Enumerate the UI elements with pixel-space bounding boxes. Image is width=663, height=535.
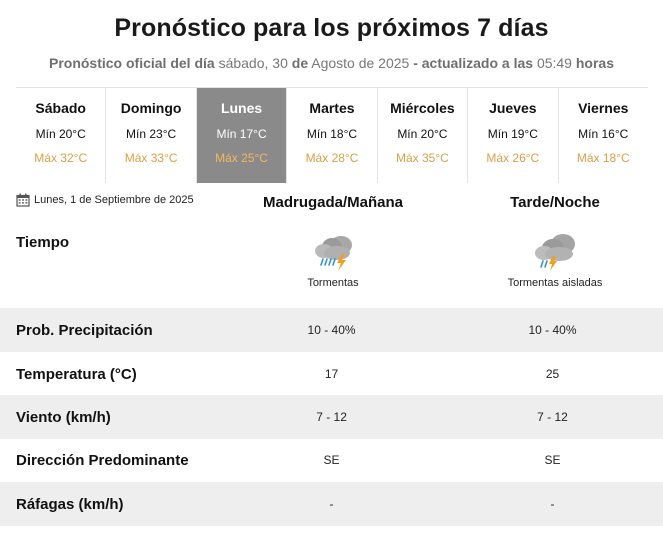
table-row: Viento (km/h) 7 - 12 7 - 12 — [0, 395, 663, 439]
selected-date-text: Lunes, 1 de Septiembre de 2025 — [34, 194, 194, 206]
table-row: Prob. Precipitación 10 - 40% 10 - 40% — [0, 308, 663, 352]
table-row: Dirección Predominante SE SE — [0, 438, 663, 482]
subtitle-updated-label: - actualizado a las — [413, 55, 534, 71]
day-min-temp: Mín 19°C — [487, 127, 538, 141]
day-max-temp: Máx 32°C — [34, 151, 88, 165]
day-min-temp: Mín 20°C — [397, 127, 448, 141]
column-header-tarde: Tarde/Noche — [510, 194, 600, 211]
tiempo-label: Tiempo — [16, 234, 70, 251]
row-label: Ráfagas (km/h) — [16, 495, 124, 513]
table-row: Ráfagas (km/h) - - — [0, 482, 663, 526]
subtitle-de: de — [291, 55, 309, 71]
day-min-temp: Mín 20°C — [35, 127, 86, 141]
row-value-afternoon: 25 — [545, 367, 560, 381]
day-name: Martes — [309, 100, 355, 116]
day-max-temp: Máx 28°C — [305, 151, 359, 165]
tab-jueves[interactable]: Jueves Mín 19°C Máx 26°C — [468, 88, 559, 183]
day-max-temp: Máx 18°C — [576, 151, 630, 165]
row-value-afternoon: SE — [544, 453, 561, 467]
row-value-morning: SE — [323, 453, 340, 467]
calendar-icon — [16, 193, 30, 207]
day-name: Sábado — [35, 100, 86, 116]
day-max-temp: Máx 25°C — [215, 151, 268, 165]
row-value-morning: - — [329, 497, 334, 511]
forecast-subtitle: Pronóstico oficial del día sábado, 30 de… — [0, 55, 663, 71]
row-label: Viento (km/h) — [16, 408, 111, 426]
row-value-afternoon: 7 - 12 — [537, 410, 568, 424]
weather-afternoon-text: Tormentas aisladas — [507, 277, 603, 289]
tab-martes[interactable]: Martes Mín 18°C Máx 28°C — [287, 88, 378, 183]
subtitle-hours: horas — [575, 55, 614, 71]
row-label: Dirección Predominante — [16, 451, 189, 469]
table-row: Temperatura (°C) 17 25 — [0, 352, 663, 396]
subtitle-prefix: Pronóstico oficial del día — [48, 55, 215, 71]
subtitle-month-year: Agosto de 2025 — [311, 55, 410, 71]
tab-viernes[interactable]: Viernes Mín 16°C Máx 18°C — [559, 88, 648, 183]
row-label: Temperatura (°C) — [16, 365, 137, 383]
day-max-temp: Máx 35°C — [395, 151, 449, 165]
page-title: Pronóstico para los próximos 7 días — [114, 14, 549, 42]
day-name: Miércoles — [390, 100, 455, 116]
day-max-temp: Máx 26°C — [486, 151, 540, 165]
day-name: Viernes — [578, 100, 629, 116]
day-name: Domingo — [120, 100, 182, 116]
day-min-temp: Mín 18°C — [306, 127, 358, 141]
row-value-afternoon: 10 - 40% — [528, 323, 577, 337]
row-value-morning: 7 - 12 — [316, 410, 347, 424]
row-value-morning: 17 — [324, 367, 339, 381]
weather-morning: Tormentas — [222, 232, 444, 289]
tab-miercoles[interactable]: Miércoles Mín 20°C Máx 35°C — [378, 88, 469, 183]
subtitle-date-day: sábado, 30 — [218, 55, 288, 71]
weather-afternoon: Tormentas aisladas — [444, 232, 663, 289]
tab-sabado[interactable]: Sábado Mín 20°C Máx 32°C — [16, 88, 107, 183]
day-min-temp: Mín 16°C — [578, 127, 629, 141]
row-value-morning: 10 - 40% — [307, 323, 356, 337]
storm-cloud-icon — [222, 232, 444, 272]
tab-domingo[interactable]: Domingo Mín 23°C Máx 33°C — [106, 88, 197, 183]
day-min-temp: Mín 23°C — [126, 127, 177, 141]
day-name: Jueves — [489, 100, 537, 116]
day-name: Lunes — [220, 100, 263, 116]
row-value-afternoon: - — [550, 497, 555, 511]
tab-lunes[interactable]: Lunes Mín 17°C Máx 25°C — [196, 88, 288, 183]
row-label: Prob. Precipitación — [16, 321, 153, 339]
weather-morning-text: Tormentas — [307, 277, 359, 289]
column-header-madrugada: Madrugada/Mañana — [262, 194, 404, 211]
selected-date: Lunes, 1 de Septiembre de 2025 — [16, 193, 194, 207]
subtitle-time: 05:49 — [536, 55, 572, 71]
day-tabs: Sábado Mín 20°C Máx 32°C Domingo Mín 23°… — [16, 87, 648, 183]
isolated-storm-cloud-icon — [444, 232, 663, 272]
day-min-temp: Mín 17°C — [216, 127, 267, 141]
day-max-temp: Máx 33°C — [124, 151, 178, 165]
